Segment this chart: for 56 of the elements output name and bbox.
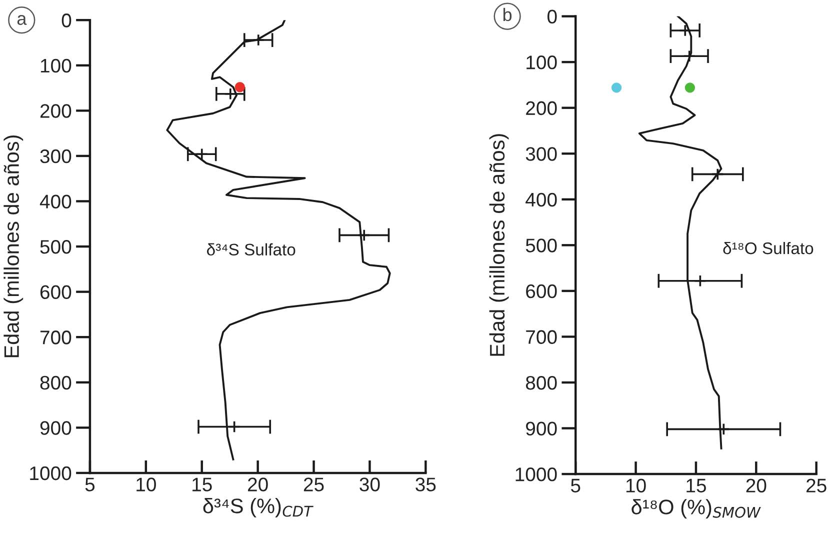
point — [234, 82, 245, 92]
text: a — [17, 15, 27, 25]
y-tick-label: 800 — [526, 376, 557, 390]
x-tick-label: 10 — [136, 478, 156, 492]
point — [224, 88, 237, 100]
y-tick-label: 0 — [62, 14, 72, 28]
x-tick-label: 20 — [746, 478, 766, 492]
y-tick-label: 700 — [40, 330, 72, 344]
x-tick-label: 15 — [686, 478, 706, 492]
y-tick-label: 0 — [547, 10, 557, 24]
point — [684, 82, 696, 93]
point — [711, 168, 724, 180]
x-tick-label: 10 — [626, 478, 646, 492]
y-tick-label: 900 — [526, 422, 557, 436]
x-tick-label: 15 — [192, 478, 212, 492]
x-tick-label: 5 — [85, 478, 95, 492]
x-tick-label: 20 — [248, 478, 268, 492]
y-tick-label: 400 — [526, 192, 557, 207]
y-tick-label: 1000 — [516, 468, 557, 482]
y-tick-label: 400 — [40, 194, 72, 208]
y-axis-title: Edad (millones de años) — [489, 134, 509, 356]
y-tick-label: 800 — [40, 376, 72, 390]
annotation: δ¹⁸O Sulfato — [723, 242, 814, 254]
x-tick-label: 25 — [806, 478, 826, 492]
y-tick-label: 600 — [40, 285, 72, 300]
y-tick-label: 1000 — [30, 466, 72, 480]
y-tick-label: 200 — [40, 104, 72, 118]
y-tick-label: 100 — [40, 58, 72, 73]
y-tick-label: 300 — [526, 147, 557, 161]
point — [683, 50, 696, 62]
point — [228, 420, 241, 434]
y-tick-label: 100 — [526, 56, 557, 70]
x-tick-label: 35 — [416, 478, 436, 492]
y-tick-label: 600 — [526, 284, 557, 298]
y-tick-label: 500 — [526, 238, 557, 252]
line-series — [166, 20, 391, 460]
point — [196, 148, 208, 160]
x-tick-label: 5 — [570, 478, 580, 492]
point — [717, 422, 730, 436]
text: b — [503, 8, 512, 22]
x-tick-label: 30 — [360, 478, 380, 492]
y-tick-label: 500 — [40, 240, 72, 254]
point — [252, 34, 265, 46]
x-axis-title: δ¹⁸O (%)$_{SMOW}$ — [632, 499, 761, 519]
y-tick-label: 300 — [40, 149, 72, 164]
x-axis-title: δ³⁴S (%)$_{CDT}$ — [203, 498, 314, 518]
y-tick-label: 900 — [40, 421, 72, 435]
y-tick-label: 200 — [526, 101, 557, 116]
point — [611, 82, 622, 93]
annotation: δ³⁴S Sulfato — [206, 243, 296, 256]
point — [678, 24, 692, 37]
y-axis-title: Edad (millones de años) — [4, 135, 24, 358]
x-tick-label: 25 — [304, 478, 324, 492]
y-tick-label: 700 — [526, 330, 557, 344]
point — [694, 274, 706, 288]
point — [358, 228, 370, 242]
